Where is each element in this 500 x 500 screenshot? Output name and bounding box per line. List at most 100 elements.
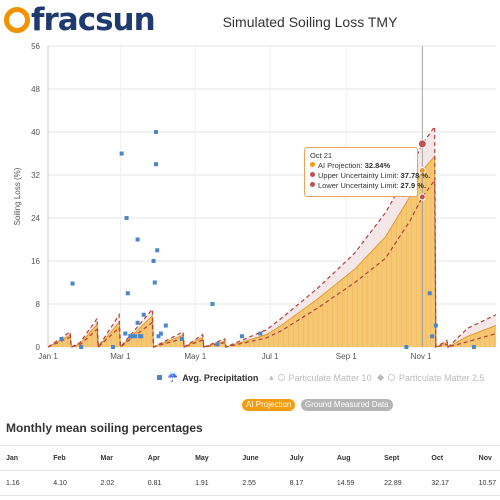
- table-cell: 32.17: [425, 470, 473, 496]
- y-tick-label: 16: [31, 257, 40, 266]
- ai-projection-area: [48, 156, 496, 347]
- upper-uncertainty-line: [47, 124, 497, 349]
- table-row: 1.16 4.10 2.02 0.81 1.91 2.55 8.17 14.59…: [0, 470, 500, 496]
- precipitation-point: [135, 320, 140, 325]
- table-cell: 2.02: [94, 470, 142, 496]
- monthly-soiling-table: Jan Feb Mar Apr May June July Aug Sept O…: [0, 445, 500, 496]
- precipitation-point: [70, 281, 75, 286]
- tooltip-label: Upper Uncertainty Limit:: [318, 171, 399, 180]
- precipitation-point: [156, 334, 161, 339]
- precipitation-point: [210, 302, 215, 306]
- y-tick-label: 32: [31, 171, 40, 180]
- ai-projection-marker: [418, 166, 426, 174]
- table-cell: 4.10: [47, 470, 95, 496]
- tooltip-date: Oct 21: [310, 151, 333, 160]
- tooltip-row-ai: AI Projection: 32.84%: [310, 161, 412, 171]
- month-header: Mar: [94, 445, 142, 471]
- upper-limit-marker: [417, 139, 427, 149]
- table-cell: 1.91: [189, 470, 237, 496]
- precipitation-point: [151, 259, 156, 263]
- x-tick-label: Sep 1: [336, 352, 357, 361]
- ground-measured-data-toggle[interactable]: Ground Measured Data: [301, 399, 393, 411]
- table-cell: 10.57: [472, 470, 500, 496]
- precipitation-point: [139, 334, 144, 339]
- precipitation-point: [128, 334, 133, 339]
- lower-dot-icon: [310, 182, 315, 187]
- table-title: Monthly mean soiling percentages: [6, 421, 203, 435]
- legend-label: Particulate Matter 10: [288, 372, 372, 383]
- precipitation-point: [133, 334, 138, 339]
- month-header: Aug: [330, 445, 379, 471]
- logo-text: fracsun: [31, 1, 156, 38]
- precipitation-point: [427, 291, 432, 296]
- table-cell: 1.16: [0, 470, 48, 496]
- table-header-row: Jan Feb Mar Apr May June July Aug Sept O…: [0, 445, 500, 471]
- legend-item-pm25[interactable]: ◆ Particulate Matter 2.5: [377, 372, 484, 383]
- ai-dot-icon: [310, 162, 315, 167]
- precipitation-point: [59, 336, 64, 341]
- table-cell: 0.81: [141, 470, 190, 496]
- precipitation-point: [158, 331, 163, 336]
- table-cell: 14.59: [330, 470, 379, 496]
- month-header: Feb: [47, 445, 95, 471]
- x-tick-label: Jan 1: [38, 352, 58, 361]
- month-header: Nov: [472, 445, 500, 471]
- precipitation-point: [258, 331, 263, 336]
- precipitation-point: [155, 248, 160, 253]
- lower-limit-marker: [418, 193, 426, 201]
- legend-item-pm10[interactable]: ▴ Particulate Matter 10: [269, 372, 372, 383]
- diamond-marker-icon: ◆: [377, 372, 384, 382]
- ai-projection-toggle[interactable]: AI Projection: [242, 399, 296, 411]
- tooltip-label: Lower Uncertainty Limit:: [318, 181, 399, 190]
- chart-title: Simulated Soiling Loss TMY: [222, 14, 398, 30]
- precipitation-point: [123, 331, 128, 336]
- precipitation-point: [119, 151, 124, 156]
- precipitation-point: [239, 334, 244, 339]
- tooltip-value: 37.78 %.: [400, 171, 431, 180]
- x-tick-label: Mar 1: [110, 352, 131, 361]
- precipitation-point: [130, 334, 135, 339]
- tooltip-value: 32.84%: [364, 161, 391, 170]
- precipitation-point: [163, 323, 168, 328]
- y-axis-label: Soiling Loss (%): [13, 167, 22, 225]
- legend-item-precipitation[interactable]: ☔ Avg. Precipitation: [157, 372, 258, 383]
- table-cell: 8.17: [283, 470, 331, 496]
- precipitation-point: [433, 323, 438, 328]
- precipitation-point: [154, 162, 159, 167]
- month-header: May: [189, 445, 237, 471]
- upper-dot-icon: [310, 172, 315, 177]
- month-header: Jan: [0, 445, 48, 471]
- precipitation-point: [141, 312, 146, 317]
- lower-uncertainty-line: [47, 178, 497, 349]
- month-header: July: [283, 445, 331, 471]
- precipitation-point: [154, 130, 159, 134]
- square-marker-icon: [157, 375, 162, 380]
- precipitation-point: [471, 345, 476, 349]
- y-tick-label: 8: [36, 300, 41, 309]
- circle-marker-icon: [277, 374, 285, 381]
- tooltip-row-lower: Lower Uncertainty Limit: 27.9 %.: [310, 181, 426, 191]
- circle-marker-icon: [387, 374, 395, 381]
- y-tick-label: 48: [31, 85, 40, 94]
- precipitation-point: [124, 216, 129, 220]
- tooltip-label: AI Projection:: [318, 161, 363, 170]
- umbrella-icon: ☔: [167, 372, 179, 382]
- x-tick-label: May 1: [184, 352, 206, 361]
- table-cell: 2.55: [236, 470, 284, 496]
- chart-legend: ☔ Avg. Precipitation ▴ Particulate Matte…: [0, 372, 500, 386]
- table-cell: 22.89: [378, 470, 426, 496]
- precipitation-point: [125, 291, 130, 296]
- month-header: Sept: [378, 445, 426, 471]
- y-tick-label: 0: [36, 343, 41, 352]
- chart-tooltip: Oct 21 AI Projection: 32.84% Upper Uncer…: [304, 147, 430, 197]
- y-tick-label: 24: [31, 214, 40, 223]
- y-tick-label: 40: [31, 128, 40, 137]
- precipitation-point: [215, 342, 220, 347]
- legend-label: Particulate Matter 2.5: [398, 372, 485, 383]
- precipitation-point: [135, 237, 140, 242]
- precipitation-point: [179, 336, 184, 341]
- sun-logo-icon: [4, 7, 30, 33]
- month-header: Apr: [141, 445, 190, 471]
- month-header: Oct: [425, 445, 473, 471]
- precipitation-point: [111, 345, 116, 349]
